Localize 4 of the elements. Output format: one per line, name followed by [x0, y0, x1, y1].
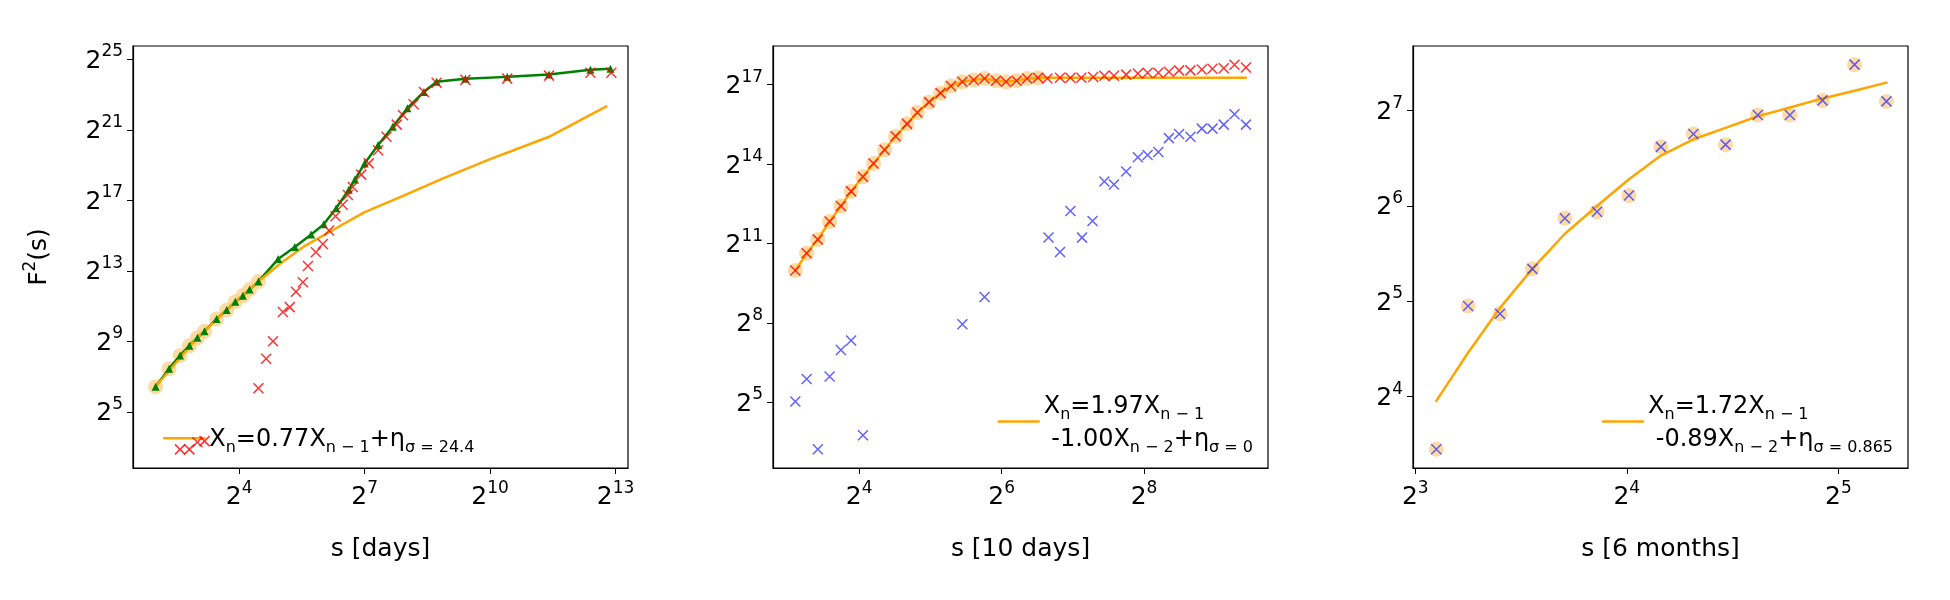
y-axis-title: F2(s)	[18, 228, 52, 286]
x-axis-title: s [6 months]	[1581, 533, 1740, 562]
x-axis-title: s [10 days]	[950, 533, 1091, 562]
x-axis-title: s [days]	[330, 533, 431, 562]
